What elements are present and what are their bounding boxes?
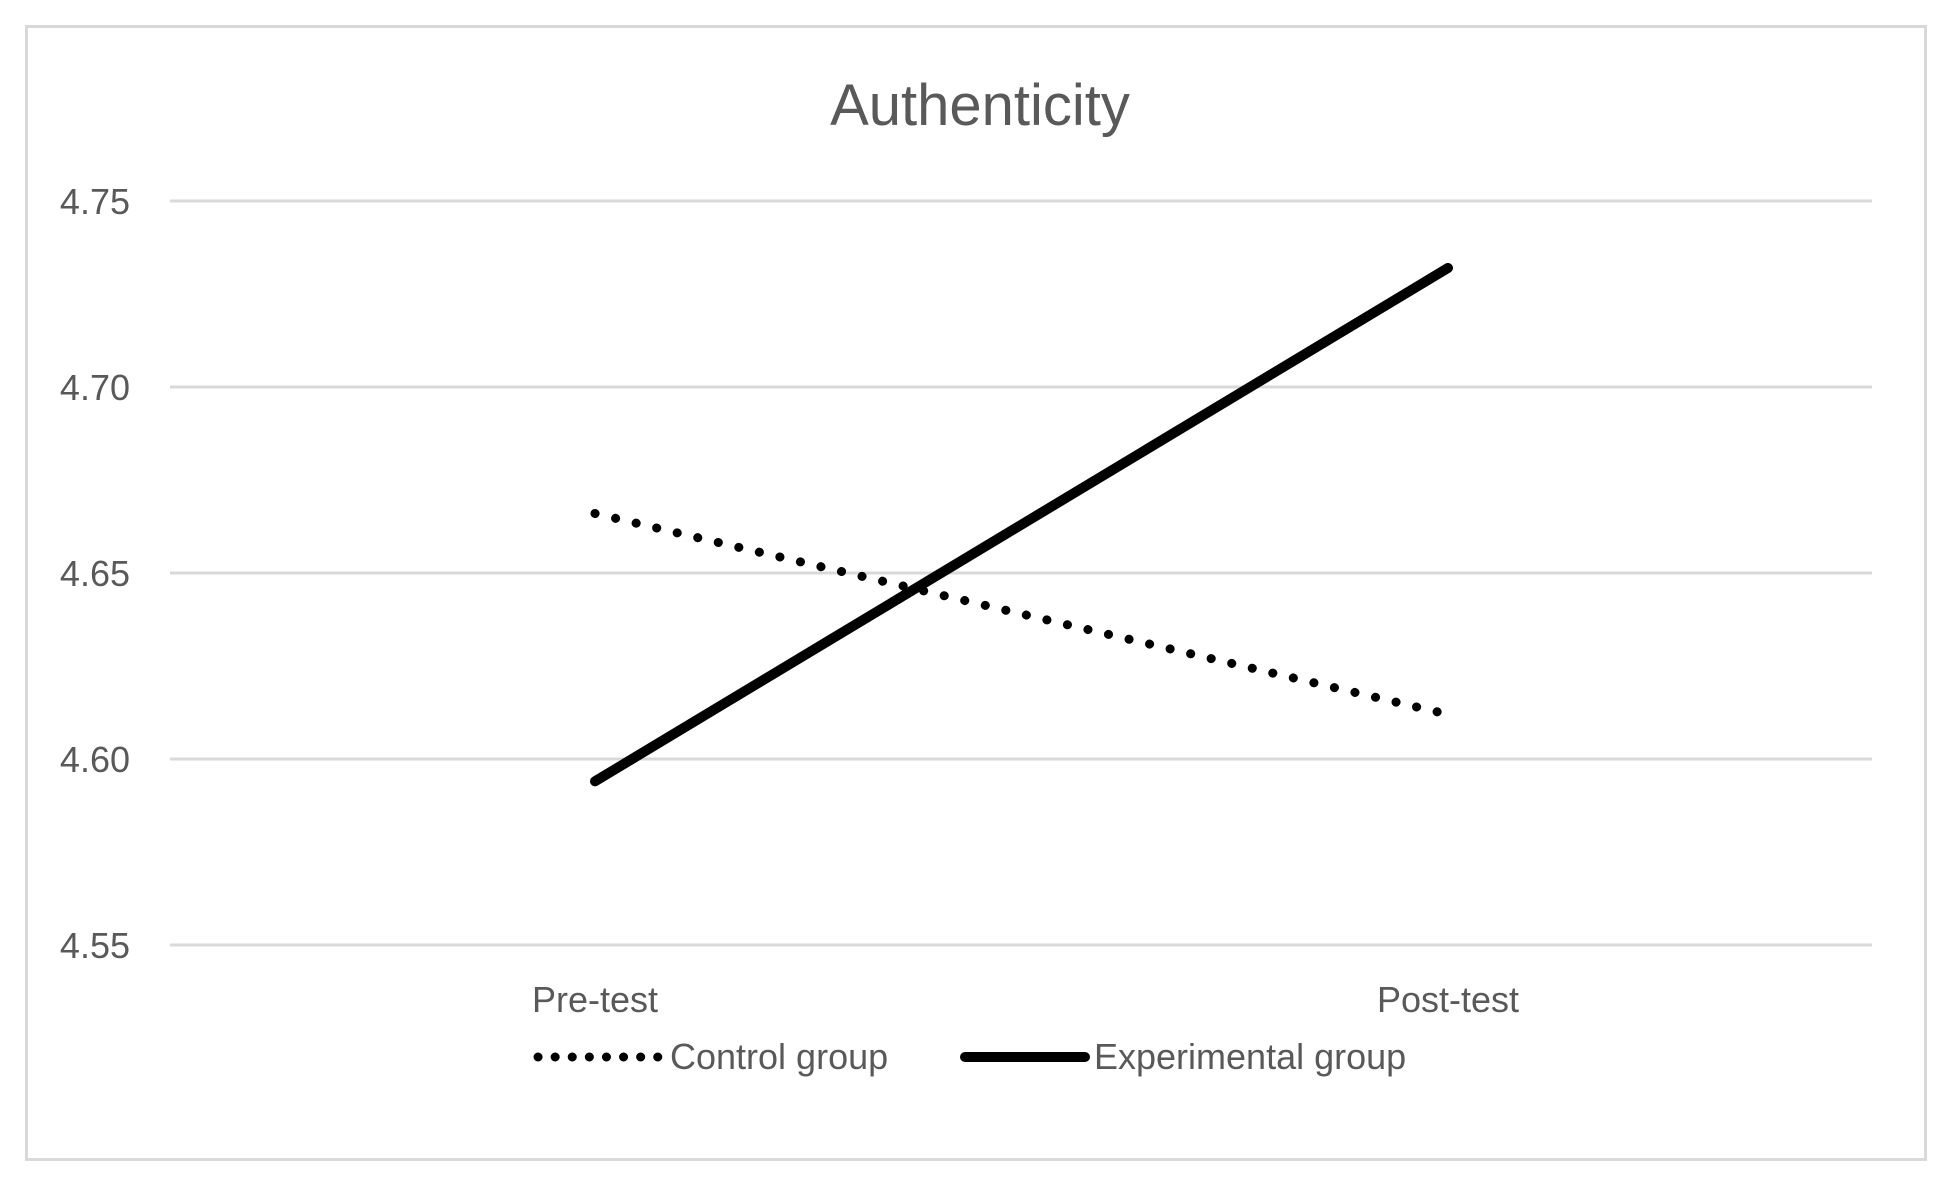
y-tick-label: 4.75 xyxy=(60,181,130,222)
chart-frame xyxy=(25,25,1927,1161)
y-tick-label: 4.65 xyxy=(60,553,130,594)
legend: Control group Experimental group xyxy=(533,1036,1406,1077)
legend-label: Experimental group xyxy=(1094,1036,1406,1077)
series-line-experimental-group xyxy=(590,262,1453,787)
series-lines xyxy=(590,262,1453,787)
chart-title: Authenticity xyxy=(830,73,1130,138)
x-axis-tick-labels: Pre-test Post-test xyxy=(532,979,1519,1020)
x-tick-label: Pre-test xyxy=(532,979,658,1020)
x-tick-label: Post-test xyxy=(1377,979,1519,1020)
y-tick-label: 4.60 xyxy=(60,739,130,780)
series-line-control-group xyxy=(590,508,1453,719)
y-tick-label: 4.55 xyxy=(60,925,130,966)
gridlines xyxy=(170,199,1872,947)
y-axis-tick-labels: 4.55 4.60 4.65 4.70 4.75 xyxy=(60,181,130,966)
legend-label: Control group xyxy=(670,1036,888,1077)
y-tick-label: 4.70 xyxy=(60,367,130,408)
